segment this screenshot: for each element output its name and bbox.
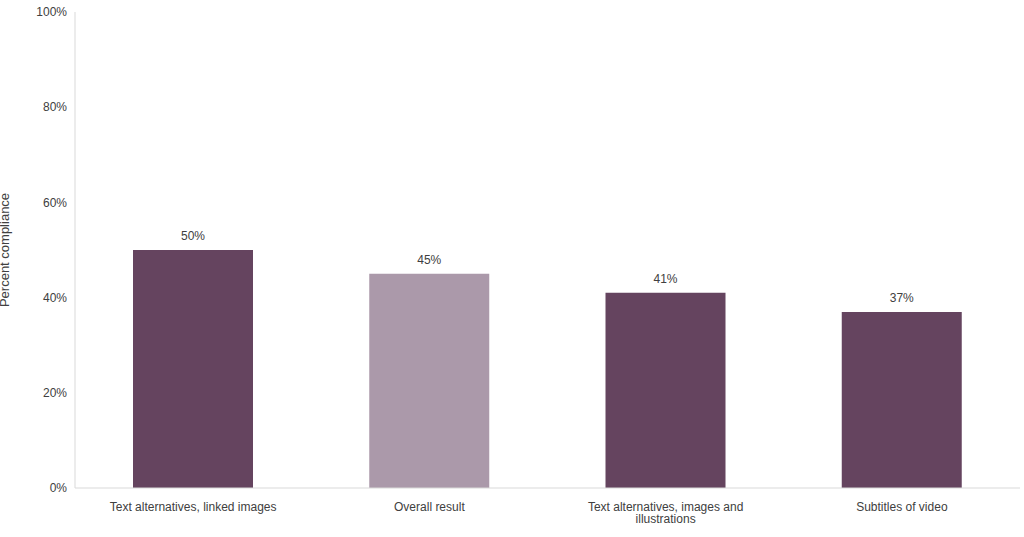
svg-text:100%: 100% — [36, 5, 67, 19]
svg-text:80%: 80% — [43, 100, 67, 114]
svg-text:Overall result: Overall result — [394, 500, 465, 514]
svg-text:60%: 60% — [43, 196, 67, 210]
svg-text:20%: 20% — [43, 386, 67, 400]
svg-text:50%: 50% — [181, 229, 205, 243]
svg-text:Text alternatives, images andi: Text alternatives, images andillustratio… — [588, 500, 743, 526]
svg-text:Text alternatives, linked imag: Text alternatives, linked images — [110, 500, 277, 514]
svg-text:45%: 45% — [417, 253, 441, 267]
svg-text:37%: 37% — [890, 291, 914, 305]
svg-text:Percent compliance: Percent compliance — [8, 193, 12, 307]
svg-text:41%: 41% — [653, 272, 677, 286]
svg-text:Subtitles of video: Subtitles of video — [856, 500, 948, 514]
svg-text:40%: 40% — [43, 291, 67, 305]
svg-text:0%: 0% — [50, 481, 68, 495]
